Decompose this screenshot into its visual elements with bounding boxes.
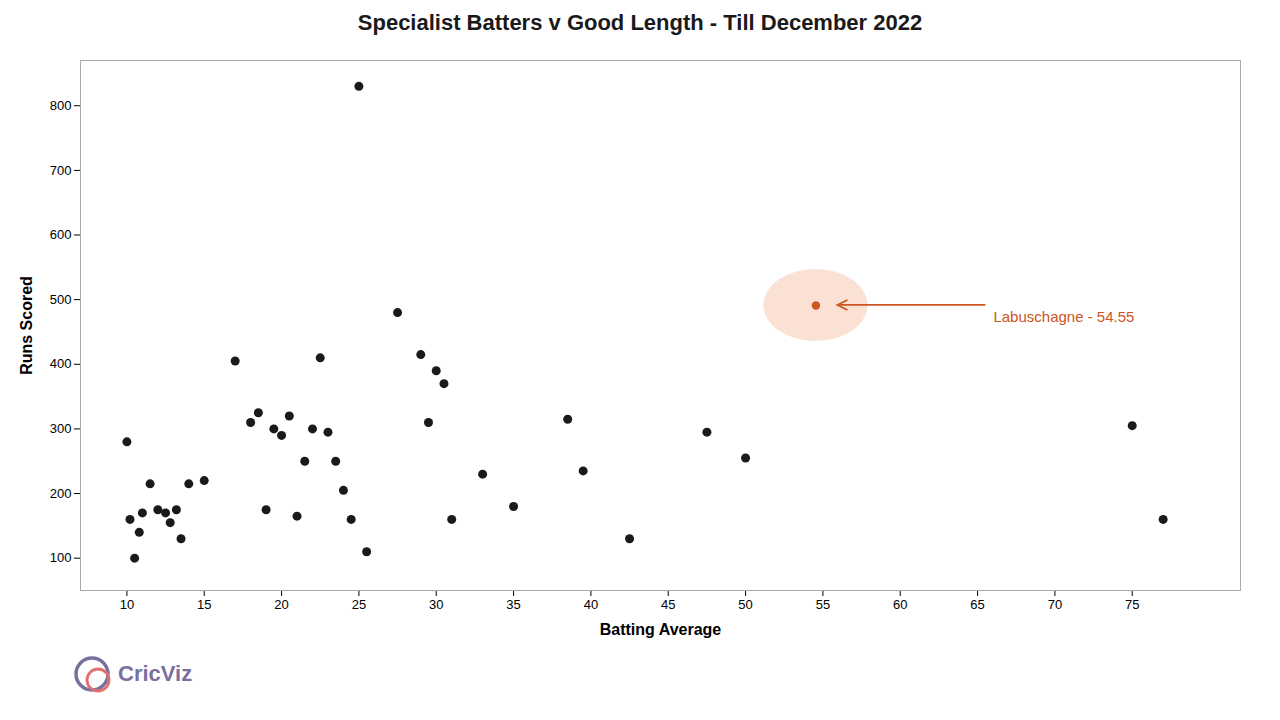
svg-text:800: 800 xyxy=(50,98,72,113)
svg-text:Labuschagne - 54.55: Labuschagne - 54.55 xyxy=(993,308,1134,325)
svg-text:50: 50 xyxy=(738,597,752,612)
svg-text:30: 30 xyxy=(429,597,443,612)
svg-text:70: 70 xyxy=(1048,597,1062,612)
svg-text:700: 700 xyxy=(50,163,72,178)
svg-text:60: 60 xyxy=(893,597,907,612)
svg-text:45: 45 xyxy=(661,597,675,612)
svg-text:35: 35 xyxy=(506,597,520,612)
svg-text:Runs Scored: Runs Scored xyxy=(18,276,35,375)
svg-text:20: 20 xyxy=(274,597,288,612)
svg-text:CricViz: CricViz xyxy=(118,661,192,686)
svg-text:75: 75 xyxy=(1125,597,1139,612)
svg-text:200: 200 xyxy=(50,486,72,501)
svg-text:600: 600 xyxy=(50,227,72,242)
svg-text:100: 100 xyxy=(50,550,72,565)
svg-text:10: 10 xyxy=(120,597,134,612)
svg-text:400: 400 xyxy=(50,356,72,371)
svg-text:40: 40 xyxy=(584,597,598,612)
svg-text:25: 25 xyxy=(352,597,366,612)
svg-text:Batting Average: Batting Average xyxy=(600,621,722,638)
svg-text:55: 55 xyxy=(816,597,830,612)
svg-text:65: 65 xyxy=(970,597,984,612)
svg-text:300: 300 xyxy=(50,421,72,436)
svg-text:500: 500 xyxy=(50,292,72,307)
svg-text:15: 15 xyxy=(197,597,211,612)
html-text:Specialist Batters v Good Leng: Specialist Batters v Good Length - Till … xyxy=(357,10,923,35)
